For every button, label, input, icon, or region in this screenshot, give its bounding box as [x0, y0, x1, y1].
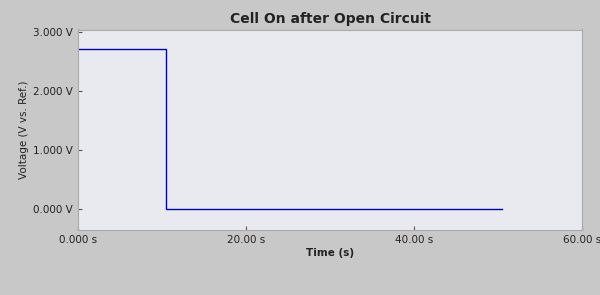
Title: Cell On after Open Circuit: Cell On after Open Circuit: [229, 12, 431, 26]
Y-axis label: Voltage (V vs. Ref.): Voltage (V vs. Ref.): [19, 81, 29, 179]
X-axis label: Time (s): Time (s): [306, 248, 354, 258]
